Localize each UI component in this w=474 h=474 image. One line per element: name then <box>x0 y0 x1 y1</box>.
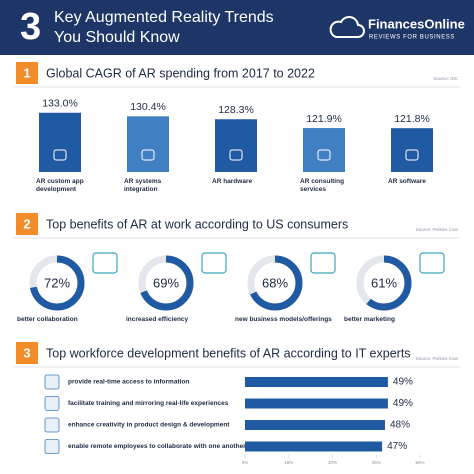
benefit-label: better marketing <box>344 316 395 323</box>
row-label: enable remote employees to collaborate w… <box>68 443 246 450</box>
x-tick-label: 0% <box>242 460 249 465</box>
value-label: 49% <box>393 377 413 388</box>
section-number-box <box>16 62 38 84</box>
bar-label: AR software <box>388 178 426 185</box>
bar-label: AR hardware <box>212 178 253 185</box>
benefit-icon <box>419 252 445 274</box>
donut-arc <box>138 255 194 311</box>
benefit-label: better collaboration <box>17 316 78 323</box>
donut-arc <box>247 255 303 311</box>
bar-icon <box>229 149 243 161</box>
benefit-icon <box>92 252 118 274</box>
row-label: enhance creativity in product design & d… <box>68 422 230 429</box>
source: Source: Perkins Coie <box>416 227 459 232</box>
row-icon <box>44 374 60 390</box>
benefit-label: increased efficiency <box>126 316 189 323</box>
bar-icon <box>53 149 67 161</box>
bar <box>245 420 385 430</box>
value-label: 121.9% <box>306 113 342 125</box>
value-label: 72% <box>44 275 70 290</box>
bar <box>245 398 388 409</box>
bar-label: AR custom app development <box>36 178 84 193</box>
bar <box>245 441 383 452</box>
bar <box>39 112 81 172</box>
header-title: Key Augmented Reality Trends <box>54 9 274 26</box>
brand: FinancesOnline <box>368 16 465 31</box>
bar <box>215 119 257 172</box>
section-title: Top benefits of AR at work according to … <box>46 217 348 231</box>
bar <box>245 377 388 387</box>
brand-tagline: REVIEWS FOR BUSINESS <box>369 35 455 41</box>
section-number-box <box>16 342 38 364</box>
value-label: 69% <box>153 275 179 290</box>
value-label: 121.8% <box>394 113 430 125</box>
x-tick-label: 30% <box>328 460 337 465</box>
value-label: 128.3% <box>218 104 254 116</box>
benefit-icon <box>310 252 336 274</box>
donut-arc <box>29 255 85 311</box>
x-tick-label: 15% <box>284 460 293 465</box>
row-label: facilitate training and mirroring real-l… <box>68 400 229 407</box>
row-icon <box>44 439 60 454</box>
bar-label: AR systems integration <box>124 178 162 193</box>
benefit-icon <box>201 252 227 274</box>
value-label: 61% <box>371 275 397 290</box>
value-label: 48% <box>390 420 410 431</box>
source: Source: IDC <box>433 76 458 81</box>
bar-icon <box>141 149 155 161</box>
section-number: 2 <box>23 216 30 231</box>
value-label: 130.4% <box>130 101 166 113</box>
row-icon <box>44 417 60 433</box>
x-tick-label: 60% <box>415 460 424 465</box>
header-number: 3 <box>20 6 41 48</box>
value-label: 68% <box>262 275 288 290</box>
bar-icon <box>405 149 419 161</box>
bar <box>127 116 169 172</box>
bar-icon <box>317 149 331 161</box>
section-number-box <box>16 213 38 235</box>
value-label: 49% <box>393 398 413 409</box>
bar-label: AR consulting services <box>300 178 345 193</box>
benefit-label: new business models/offerings <box>235 316 332 323</box>
brand-logo <box>329 16 365 38</box>
header-title: You Should Know <box>54 29 180 46</box>
value-label: 133.0% <box>42 98 78 110</box>
donut-arc <box>356 255 412 311</box>
value-label: 47% <box>387 441 407 452</box>
section-title: Global CAGR of AR spending from 2017 to … <box>46 66 315 80</box>
row-icon <box>44 396 60 411</box>
x-tick-label: 45% <box>372 460 381 465</box>
source: Source: Perkins Coie <box>416 356 459 361</box>
section-title: Top workforce development benefits of AR… <box>46 346 411 360</box>
header-bg <box>0 0 474 55</box>
section-number: 3 <box>23 345 30 360</box>
row-label: provide real-time access to information <box>68 379 189 386</box>
section-number: 1 <box>23 65 30 80</box>
